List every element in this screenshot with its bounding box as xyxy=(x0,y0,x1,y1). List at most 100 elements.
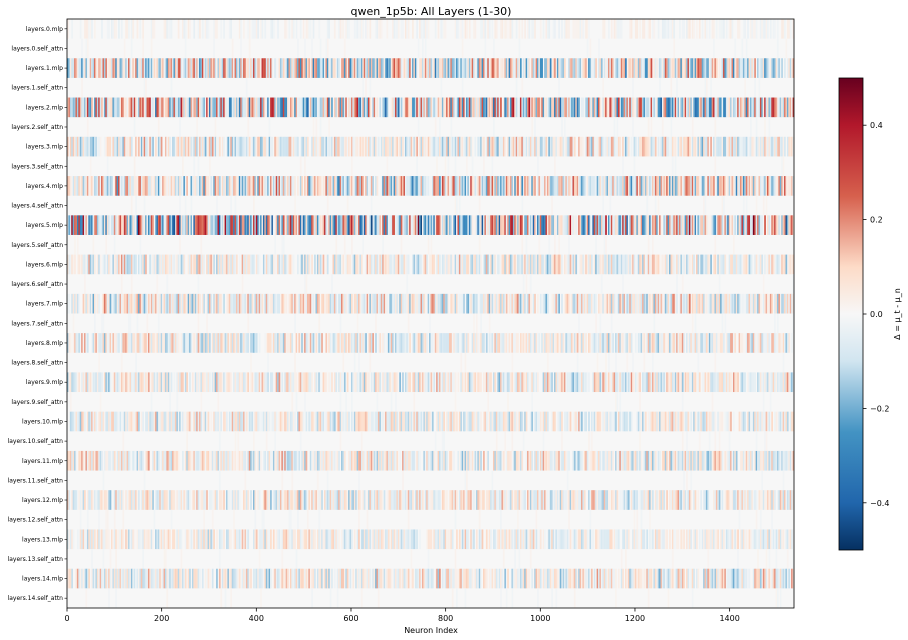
heatmap-cell xyxy=(700,97,703,118)
heatmap-cell xyxy=(749,97,752,118)
heatmap-cell xyxy=(348,254,350,275)
heatmap-cell xyxy=(703,333,705,353)
heatmap-cell xyxy=(617,176,620,196)
heatmap-cell xyxy=(696,254,698,275)
heatmap-cell xyxy=(130,176,133,196)
heatmap-cell xyxy=(211,333,214,353)
heatmap-cell xyxy=(200,392,203,412)
heatmap-cell xyxy=(248,293,251,314)
heatmap-cell xyxy=(786,136,789,157)
heatmap-cell xyxy=(724,215,727,235)
heatmap-cell xyxy=(208,97,211,118)
heatmap-cell xyxy=(649,176,651,196)
heatmap-cell xyxy=(409,136,411,157)
heatmap-cell xyxy=(353,411,356,432)
heatmap-cell xyxy=(676,176,678,196)
heatmap-cell xyxy=(375,136,377,157)
heatmap-cell xyxy=(630,58,633,78)
heatmap-cell xyxy=(257,411,259,432)
heatmap-cell xyxy=(572,58,575,78)
heatmap-cell xyxy=(105,97,108,118)
heatmap-cell xyxy=(434,136,437,157)
heatmap-cell xyxy=(463,254,465,275)
heatmap-cell xyxy=(76,136,79,157)
heatmap-cell xyxy=(713,19,715,39)
heatmap-cell xyxy=(392,333,394,353)
heatmap-cell xyxy=(373,372,376,393)
heatmap-cell xyxy=(258,215,261,235)
heatmap-cell xyxy=(350,392,353,412)
heatmap-cell xyxy=(782,254,785,275)
heatmap-cell xyxy=(200,234,203,255)
heatmap-cell xyxy=(385,411,387,432)
heatmap-cell xyxy=(294,195,296,216)
heatmap-cell xyxy=(468,215,471,235)
heatmap-cell xyxy=(464,19,467,39)
heatmap-cell xyxy=(243,19,245,39)
heatmap-cell xyxy=(761,19,764,39)
heatmap-cell xyxy=(387,176,390,196)
heatmap-cell xyxy=(774,58,776,78)
heatmap-cell xyxy=(497,176,499,196)
heatmap-cell xyxy=(420,333,423,353)
heatmap-cell xyxy=(789,136,792,157)
heatmap-cell xyxy=(586,38,589,59)
heatmap-cell xyxy=(581,215,583,235)
heatmap-cell xyxy=(715,333,718,353)
heatmap-cell xyxy=(201,293,204,314)
heatmap-cell xyxy=(396,411,399,432)
heatmap-cell xyxy=(563,254,566,275)
heatmap-cell xyxy=(563,372,566,393)
heatmap-cell xyxy=(176,333,179,353)
heatmap-cell xyxy=(412,254,414,275)
heatmap-cell xyxy=(778,372,781,393)
heatmap-cell xyxy=(243,58,245,78)
heatmap-cell xyxy=(288,136,291,157)
heatmap-cell xyxy=(525,97,528,118)
heatmap-cell xyxy=(196,411,198,432)
heatmap-cell xyxy=(602,176,605,196)
heatmap-cell xyxy=(458,254,461,275)
heatmap-cell xyxy=(363,372,366,393)
heatmap-cell xyxy=(789,58,792,78)
heatmap-cell xyxy=(552,254,555,275)
heatmap-cell xyxy=(659,136,661,157)
heatmap-cell xyxy=(360,97,363,118)
heatmap-cell xyxy=(657,372,660,393)
heatmap-cell xyxy=(250,215,252,235)
heatmap-cell xyxy=(78,215,81,235)
heatmap-cell xyxy=(71,293,73,314)
heatmap-cell xyxy=(447,58,450,78)
heatmap-cell xyxy=(785,333,788,353)
heatmap-cell xyxy=(549,176,552,196)
heatmap-cell xyxy=(741,97,744,118)
heatmap-cell xyxy=(377,19,380,39)
heatmap-cell xyxy=(302,136,305,157)
heatmap-cell xyxy=(586,293,589,314)
heatmap-cell xyxy=(210,176,213,196)
heatmap-cell xyxy=(135,97,137,118)
heatmap-cell xyxy=(392,215,394,235)
heatmap-cell xyxy=(324,58,326,78)
heatmap-cell xyxy=(552,176,555,196)
heatmap-cell xyxy=(106,97,109,118)
heatmap-cell xyxy=(369,215,372,235)
heatmap-cell xyxy=(775,215,778,235)
heatmap-cell xyxy=(643,293,646,314)
heatmap-cell xyxy=(626,97,629,118)
heatmap-cell xyxy=(566,254,569,275)
heatmap-cell xyxy=(448,176,451,196)
heatmap-cell xyxy=(156,97,159,118)
heatmap-cell xyxy=(634,58,637,78)
heatmap-cell xyxy=(768,215,771,235)
heatmap-cell xyxy=(596,372,599,393)
heatmap-cell xyxy=(226,293,228,314)
heatmap-cell xyxy=(646,372,649,393)
heatmap-cell xyxy=(684,97,687,118)
heatmap-cell xyxy=(375,19,377,39)
heatmap-cell xyxy=(652,372,654,393)
heatmap-cell xyxy=(596,333,599,353)
heatmap-cell xyxy=(312,117,315,137)
heatmap-cell xyxy=(784,215,786,235)
heatmap-cell xyxy=(288,58,291,78)
